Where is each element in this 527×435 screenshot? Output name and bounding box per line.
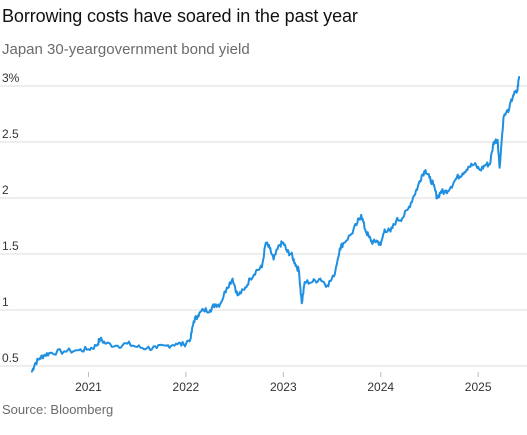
y-tick-label: 0.5 [2,351,19,365]
y-tick-label: 1.5 [2,239,19,253]
chart-title: Borrowing costs have soared in the past … [2,6,358,26]
y-tick-label: 1 [2,295,9,309]
y-tick-label: 2 [2,183,9,197]
source-note: Source: Bloomberg [2,402,114,417]
x-tick-label: 2022 [173,380,200,394]
gridlines [0,85,527,367]
chart-subtitle: Japan 30-yeargovernment bond yield [2,41,250,58]
y-tick-label: 3% [2,71,20,85]
x-axis-ticks: 2021 2022 2023 2024 2025 [75,372,492,394]
y-tick-label: 2.5 [2,127,19,141]
x-tick-label: 2023 [270,380,297,394]
y-axis-ticks: 0.5 1 1.5 2 2.5 3% [2,71,20,365]
x-tick-label: 2025 [465,380,492,394]
x-tick-label: 2021 [75,380,102,394]
yield-series-line [30,76,521,373]
x-tick-label: 2024 [367,380,394,394]
